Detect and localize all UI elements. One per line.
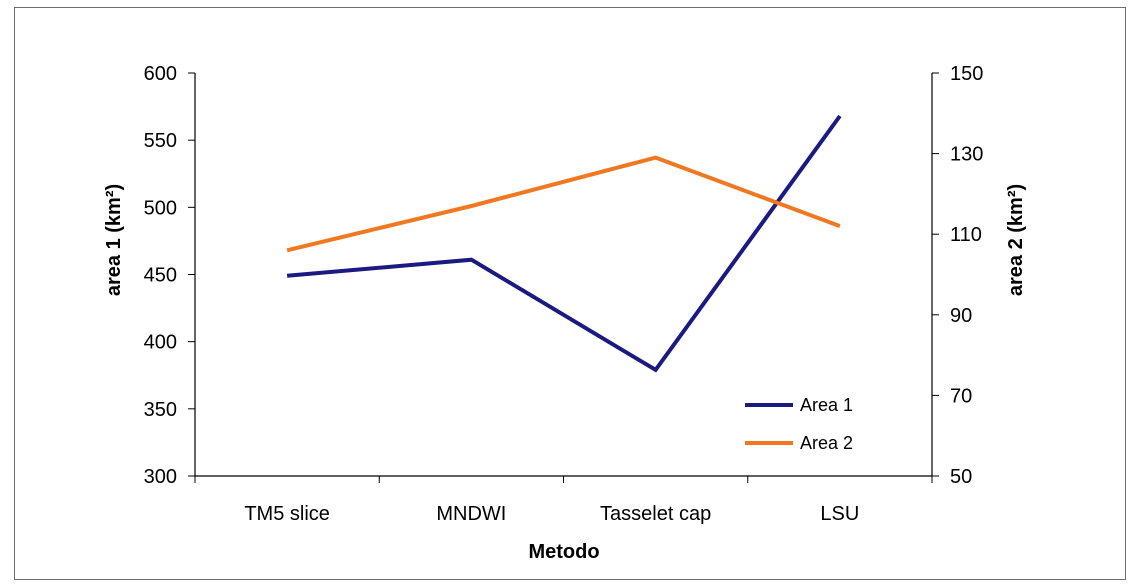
- left-y-tick-label: 500: [144, 197, 177, 219]
- x-tick-label: TM5 slice: [244, 503, 330, 525]
- chart-frame: [14, 7, 1126, 580]
- right-y-axis-title: area 2 (km²): [1005, 184, 1027, 296]
- left-y-tick-label: 300: [144, 466, 177, 488]
- right-y-tick-label: 70: [950, 385, 972, 407]
- left-y-tick-label: 400: [144, 332, 177, 354]
- right-y-tick-label: 130: [950, 144, 983, 166]
- right-y-tick-label: 150: [950, 63, 983, 85]
- legend-label-1: Area 1: [800, 395, 853, 415]
- left-y-tick-label: 450: [144, 265, 177, 287]
- legend-label-2: Area 2: [800, 433, 853, 453]
- series-lines: [286, 114, 842, 373]
- x-axis-title: Metodo: [528, 541, 599, 563]
- x-tick-label: Tasselet cap: [600, 503, 711, 525]
- left-y-tick-label: 350: [144, 399, 177, 421]
- right-y-tick-label: 90: [950, 305, 972, 327]
- right-y-tick-label: 110: [950, 224, 982, 246]
- x-tick-label: MNDWI: [436, 503, 506, 525]
- x-tick-label: LSU: [820, 503, 859, 525]
- left-y-axis-title: area 1 (km²): [103, 184, 125, 296]
- right-y-tick-label: 50: [950, 466, 972, 488]
- legend: Area 1 Area 2: [745, 395, 853, 453]
- left-y-tick-label: 600: [144, 63, 177, 85]
- series-line-1: [286, 114, 842, 373]
- left-y-tick-label: 550: [144, 130, 177, 152]
- axes: [188, 72, 939, 483]
- tick-labels: 300 350 400 450 500 550 600 50 70 90 110 130 150 TM5 …: [144, 63, 984, 525]
- series-line-2: [286, 155, 841, 253]
